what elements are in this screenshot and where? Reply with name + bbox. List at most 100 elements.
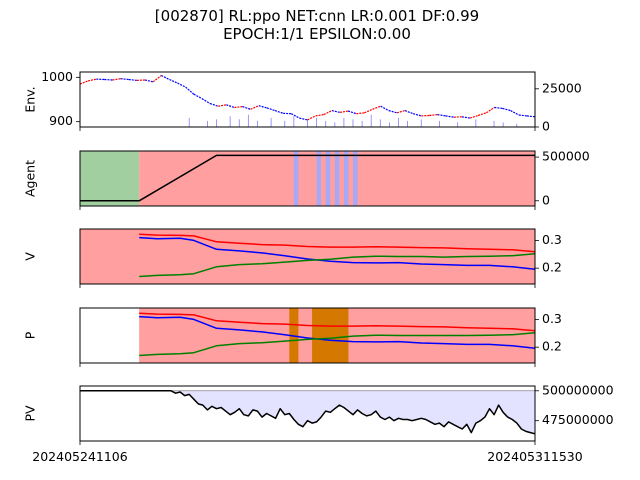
price-segment [274,110,284,114]
chart-title: [002870] RL:ppo NET:cnn LR:0.001 DF:0.99 [155,7,479,25]
pv-tick-label: 475000000 [542,412,614,427]
env-left-tick-label: 1000 [41,69,73,84]
agent-y-label: Agent [23,160,38,197]
agent-stock-line [80,154,535,202]
price-segment [169,78,178,84]
price-segment [412,113,422,117]
sell-band [343,151,349,206]
value-panel: V 0.3 0.2 [23,228,562,288]
buy-line [139,312,536,332]
hold-line [139,331,536,357]
price-segment [128,78,137,81]
axes-frame [79,228,536,285]
price-segment [380,105,390,112]
x-tick-label-end: 202405311530 [487,449,582,464]
policy-panel: P 0.3 0.2 [23,307,562,367]
agent-panel: Agent 500000 0 [23,149,590,210]
price-segment [120,78,129,81]
pv-y-label: PV [23,405,38,422]
sell-line [139,315,536,350]
policy-y-label: P [23,331,38,339]
price-segment [258,105,268,109]
price-segment [388,110,398,114]
price-segment [364,108,373,114]
pv-line [80,390,536,435]
price-segment [112,78,121,81]
price-segment [266,107,276,112]
pv-panel: PV 500000000 475000000 [23,382,614,445]
price-segment [144,79,154,83]
price-segment [485,106,495,114]
price-segment [87,78,97,82]
chart-subtitle: EPOCH:1/1 EPSILON:0.00 [223,25,411,43]
price-segment [396,110,406,114]
value-tick-label: 0.2 [542,260,562,275]
hold-region [80,151,140,206]
sell-band [325,151,331,206]
pv-tick-label: 500000000 [542,382,614,397]
price-segment [339,110,349,113]
price-segment [185,86,195,95]
price-segment [217,104,227,107]
price-segment [226,104,235,109]
env-y-label: Env. [23,86,38,112]
price-segment [250,105,260,110]
price-segment [461,116,471,119]
price-segment [307,115,316,121]
price-segment [347,110,357,115]
price-segment [526,115,536,118]
price-segment [469,114,479,119]
axes-frame [79,71,536,128]
price-segment [502,107,511,112]
sell-band [316,151,322,206]
buy-line [139,233,536,253]
price-segment [372,105,381,110]
price-segment [299,117,308,121]
price-segment [104,78,113,81]
pv-fill [80,390,535,434]
axes-frame [79,150,536,207]
agent-tick-label: 500000 [542,149,590,164]
sell-line [139,236,536,271]
env-right-tick-label: 0 [542,119,550,134]
price-segment [201,98,211,105]
env-left-tick-label: 900 [49,113,73,128]
x-tick-label-start: 202405241106 [32,449,127,464]
price-segment [234,106,243,109]
price-segment [242,106,251,110]
price-segment [404,110,414,115]
price-segment [518,114,527,117]
env-panel: Env.1000 900 25000 0 [23,69,582,134]
price-segment [445,115,454,118]
price-segment [79,80,89,85]
sell-band [293,151,299,206]
sell-band [353,151,358,206]
price-segment [161,74,170,81]
value-y-label: V [23,252,38,261]
sell-band [334,151,340,206]
price-segment [193,93,203,100]
price-segment [152,75,162,83]
agent-tick-label: 0 [542,192,550,207]
price-segment [315,114,324,117]
price-segment [437,114,446,117]
axes-frame [79,307,536,364]
policy-tick-label: 0.3 [542,311,562,326]
hold-line [139,252,536,278]
price-segment [291,113,300,119]
axes-frame [79,385,536,442]
price-segment [209,102,219,107]
price-segment [429,114,438,117]
policy-tick-label: 0.2 [542,339,562,354]
price-segment [510,110,520,116]
price-segment [331,110,341,113]
price-segment [356,112,365,115]
price-segment [177,82,186,88]
price-segment [323,110,333,116]
value-tick-label: 0.3 [542,232,562,247]
exploration-band [312,308,349,363]
price-segment [477,112,487,117]
price-segment [494,106,503,109]
env-right-tick-label: 25000 [542,80,582,95]
